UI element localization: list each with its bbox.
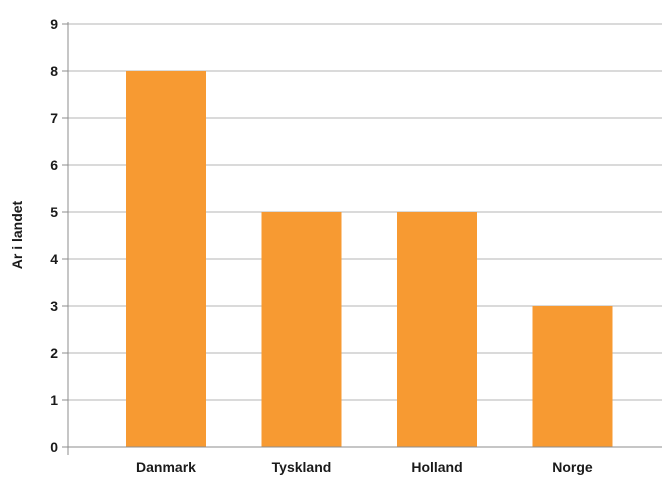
- y-tick-label-6: 6: [50, 157, 58, 173]
- bar-holland: [397, 212, 477, 447]
- bar-tyskland: [261, 212, 342, 447]
- y-tick-labels: 0 1 2 3 4 5 6 7 8 9: [50, 16, 58, 455]
- bars: [126, 71, 613, 447]
- bar-danmark: [126, 71, 206, 447]
- x-tick-label-danmark: Danmark: [136, 459, 196, 475]
- y-tick-label-0: 0: [50, 439, 58, 455]
- x-tick-labels: Danmark Tyskland Holland Norge: [136, 459, 593, 475]
- y-axis-label: Ar i landet: [9, 200, 25, 269]
- x-tick-label-norge: Norge: [552, 459, 593, 475]
- y-tick-label-8: 8: [50, 63, 58, 79]
- bar-norge: [532, 306, 613, 447]
- y-tick-label-2: 2: [50, 345, 58, 361]
- y-tick-label-4: 4: [50, 251, 58, 267]
- axes: [62, 22, 662, 455]
- y-tick-label-3: 3: [50, 298, 58, 314]
- y-tick-label-1: 1: [50, 392, 58, 408]
- y-tick-label-5: 5: [50, 204, 58, 220]
- x-tick-label-holland: Holland: [411, 459, 462, 475]
- y-tick-label-9: 9: [50, 16, 58, 32]
- y-tick-label-7: 7: [50, 110, 58, 126]
- x-tick-label-tyskland: Tyskland: [272, 459, 332, 475]
